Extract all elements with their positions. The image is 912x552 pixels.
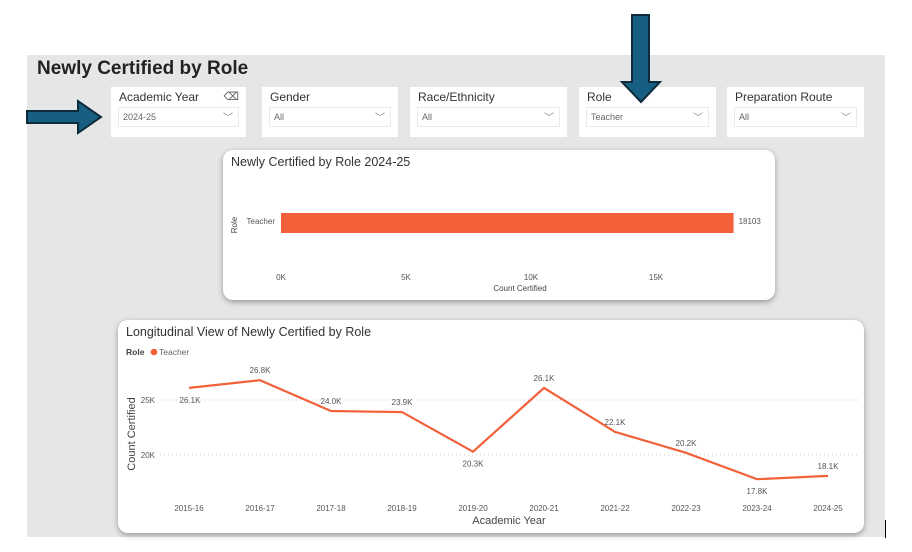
arrow-down-icon — [619, 14, 663, 104]
y-tick-label: 20K — [141, 451, 156, 460]
dropdown-value: All — [739, 112, 750, 122]
dropdown-value: 2024-25 — [123, 112, 157, 122]
legend-title: Role — [126, 347, 145, 357]
x-tick-label: 2017-18 — [316, 504, 346, 513]
data-label: 17.8K — [747, 487, 769, 496]
x-tick-label: 2020-21 — [529, 504, 559, 513]
role-dropdown[interactable]: Teacher ﹀ — [586, 107, 709, 127]
dropdown-value: All — [274, 112, 285, 122]
x-tick-label: 5K — [401, 273, 411, 282]
line-chart: Role Teacher Count Certified Academic Ye… — [126, 347, 858, 527]
legend-item-teacher[interactable]: Teacher — [159, 347, 189, 357]
x-axis-title: Academic Year — [472, 515, 546, 527]
data-label: 18103 — [739, 217, 762, 226]
slicer-label: Academic Year — [119, 90, 200, 104]
x-tick-label: 2022-23 — [671, 504, 701, 513]
legend-marker — [150, 348, 158, 356]
chevron-down-icon: ﹀ — [223, 113, 233, 124]
divider — [885, 520, 886, 538]
data-label: 20.3K — [463, 460, 485, 469]
data-label: 23.9K — [392, 398, 414, 407]
y-axis-title: Count Certified — [126, 397, 138, 470]
line-chart-title: Longitudinal View of Newly Certified by … — [126, 325, 372, 339]
data-label: 22.1K — [605, 418, 627, 427]
data-label: 18.1K — [818, 462, 840, 471]
arrow-right-icon — [26, 99, 103, 135]
x-tick-label: 2024-25 — [813, 504, 843, 513]
chevron-down-icon: ﹀ — [544, 113, 554, 124]
data-label: 24.0K — [321, 397, 343, 406]
data-label: 20.2K — [676, 439, 698, 448]
x-tick-label: 0K — [276, 273, 286, 282]
line-chart-card: Longitudinal View of Newly Certified by … — [118, 320, 864, 533]
bar-chart-card: Newly Certified by Role 2024-25 Role Cou… — [223, 150, 775, 300]
x-tick-label: 2019-20 — [458, 504, 488, 513]
y-axis-title: Role — [230, 216, 239, 233]
slicer-race-ethnicity: Race/Ethnicity All ﹀ — [410, 87, 567, 137]
chevron-down-icon: ﹀ — [693, 113, 703, 124]
eraser-icon[interactable]: ⌫ — [223, 91, 239, 103]
data-label: 26.8K — [250, 366, 272, 375]
gender-dropdown[interactable]: All ﹀ — [269, 107, 391, 127]
y-tick-label: Teacher — [247, 217, 276, 226]
chevron-down-icon: ﹀ — [375, 113, 385, 124]
slicer-gender: Gender All ﹀ — [262, 87, 398, 137]
x-tick-label: 2021-22 — [600, 504, 630, 513]
slicer-label: Preparation Route — [735, 90, 833, 104]
x-tick-label: 2015-16 — [174, 504, 204, 513]
y-tick-label: 25K — [141, 396, 156, 405]
x-axis-title: Count Certified — [493, 284, 546, 293]
slicer-label: Gender — [270, 90, 311, 104]
slicer-label: Role — [587, 90, 612, 104]
data-label: 26.1K — [534, 374, 556, 383]
data-label: 26.1K — [180, 396, 202, 405]
dropdown-value: Teacher — [591, 112, 624, 122]
page-title: Newly Certified by Role — [37, 58, 249, 79]
bar — [281, 213, 734, 233]
chevron-down-icon: ﹀ — [841, 113, 851, 124]
x-tick-label: 2018-19 — [387, 504, 417, 513]
academic-year-dropdown[interactable]: 2024-25 ﹀ — [118, 107, 239, 127]
x-tick-label: 15K — [649, 273, 664, 282]
slicer-academic-year: Academic Year ⌫ 2024-25 ﹀ — [111, 87, 246, 137]
slicer-label: Race/Ethnicity — [418, 90, 495, 104]
x-tick-label: 2016-17 — [245, 504, 275, 513]
race-ethnicity-dropdown[interactable]: All ﹀ — [417, 107, 560, 127]
slicer-preparation-route: Preparation Route All ﹀ — [727, 87, 864, 137]
dropdown-value: All — [422, 112, 433, 122]
preparation-route-dropdown[interactable]: All ﹀ — [734, 107, 857, 127]
x-tick-label: 2023-24 — [742, 504, 772, 513]
x-tick-label: 10K — [524, 273, 539, 282]
bar-chart: Role Count Certified 0K 5K 10K 15K Teacher 18… — [230, 213, 762, 293]
bar-chart-title: Newly Certified by Role 2024-25 — [231, 155, 411, 169]
series-line-teacher — [188, 379, 829, 481]
